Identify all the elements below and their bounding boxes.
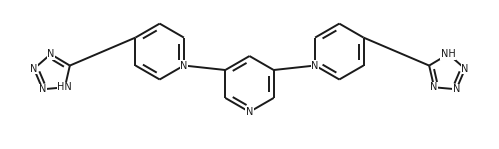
Text: HN: HN bbox=[57, 82, 72, 92]
Text: N: N bbox=[39, 84, 46, 94]
Text: N: N bbox=[246, 107, 253, 117]
Text: N: N bbox=[180, 60, 188, 70]
Text: N: N bbox=[311, 60, 319, 70]
Text: N: N bbox=[453, 84, 460, 94]
Text: N: N bbox=[462, 64, 469, 74]
Text: N: N bbox=[30, 64, 37, 74]
Text: N: N bbox=[431, 82, 438, 92]
Text: NH: NH bbox=[441, 49, 456, 59]
Text: N: N bbox=[47, 49, 54, 59]
